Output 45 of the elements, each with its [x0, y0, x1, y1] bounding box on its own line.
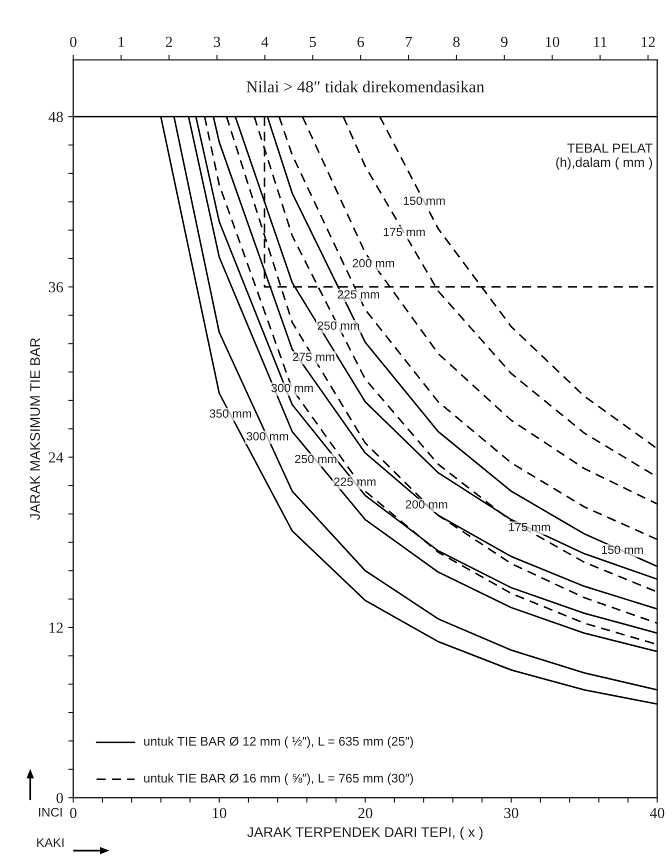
series-label: 350 mm — [210, 409, 252, 418]
y-axis-title: JARAK MAKSIMUM TIE BAR — [30, 338, 40, 520]
series-label: 150 mm — [404, 196, 445, 205]
x2-tick-label: 8 — [453, 36, 460, 48]
x-axis-title: JARAK TERPENDEK DARI TEPI, ( x ) — [247, 826, 483, 840]
x2-tick-label: 3 — [214, 36, 220, 48]
x-tick-label: 30 — [504, 808, 518, 818]
x2-tick-label: 7 — [406, 36, 412, 47]
series-label: 150 mm — [602, 546, 643, 554]
annotation: untuk TIE BAR Ø 12 mm ( ½″), L = 635 mm (25″) — [144, 736, 413, 748]
x-tick-label: 40 — [650, 808, 664, 818]
annotation: TEBAL PELAT (h),dalam ( mm ) — [556, 144, 653, 170]
annotation: untuk TIE BAR Ø 16 mm ( ⅝″), L = 765 mm (30″) — [144, 773, 413, 786]
series-label: 300 mm — [271, 384, 313, 392]
x2-tick-label: 9 — [501, 36, 508, 48]
y-tick-label: 24 — [48, 452, 64, 462]
text: KAKI — [37, 838, 64, 847]
y-tick-label: 36 — [48, 282, 64, 292]
x2-tick-label: 4 — [261, 36, 268, 47]
series-label: 275 mm — [292, 352, 334, 362]
x2-tick-label: 12 — [642, 36, 655, 47]
x-tick-label: 10 — [212, 808, 226, 818]
x2-tick-label: 1 — [118, 36, 124, 47]
series-label: 300 mm — [246, 432, 288, 440]
series-label: 200 mm — [406, 500, 448, 509]
series-label: 175 mm — [509, 523, 550, 532]
y-tick-label: 48 — [48, 112, 63, 122]
text: INCI — [39, 808, 62, 817]
series-label: 225 mm — [334, 478, 376, 486]
y-tick-label: 0 — [56, 792, 63, 804]
x-tick-label: 0 — [70, 808, 76, 818]
x2-tick-label: 11 — [594, 36, 607, 47]
x2-tick-label: 2 — [166, 36, 172, 47]
x2-tick-label: 6 — [357, 36, 364, 48]
series-label: 250 mm — [318, 321, 360, 330]
series-label: 175 mm — [384, 228, 425, 236]
annotation: Nilai > 48″ tidak direkomendasikan — [246, 80, 484, 92]
x2-tick-label: 5 — [310, 36, 316, 48]
series-label: 200 mm — [352, 259, 394, 268]
x-tick-label: 20 — [358, 808, 372, 818]
series-label: 225 mm — [338, 290, 380, 299]
y-tick-label: 12 — [50, 622, 63, 633]
x2-tick-label: 0 — [70, 36, 76, 48]
series-label: 250 mm — [295, 454, 336, 464]
x2-tick-label: 10 — [546, 36, 560, 48]
